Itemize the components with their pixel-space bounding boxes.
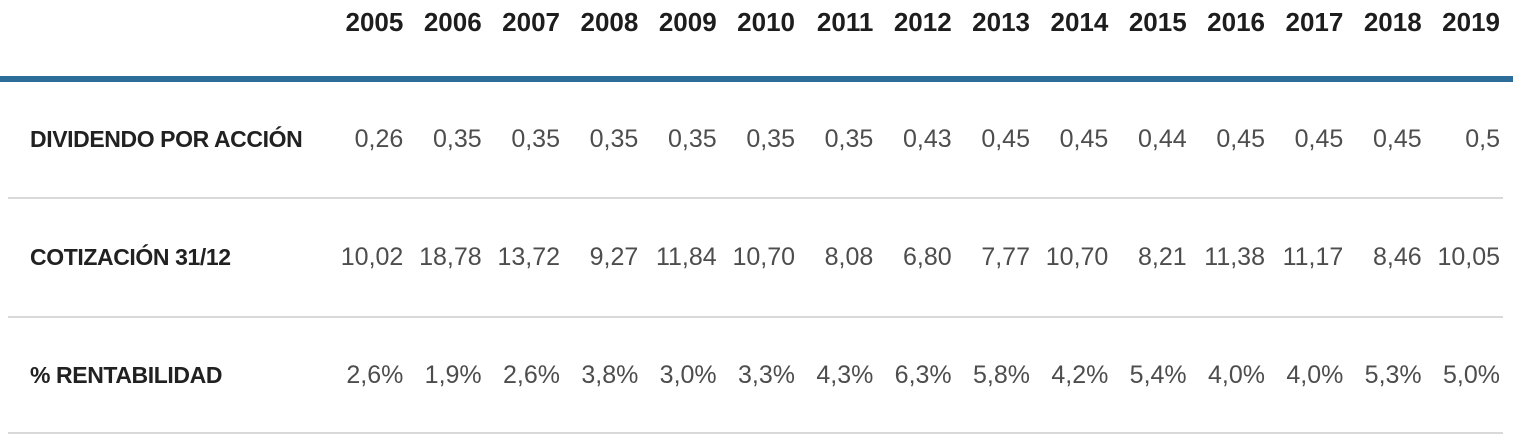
rentabilidad-value: 5,4% [1129,360,1187,389]
cotizacion-value: 8,21 [1137,243,1187,271]
year-header: 2014 [1050,7,1109,37]
cotizacion-value: 11,17 [1282,243,1344,271]
year-header: 2009 [658,7,717,37]
dividendo-value: 0,35 [824,125,874,153]
bottom-rule [8,432,1503,434]
year-header: 2010 [737,7,795,37]
dividendo-value: 0,35 [511,125,560,153]
cotizacion-value: 9,27 [589,243,639,271]
year-header: 2008 [580,7,639,37]
year-header-row: 2005 2006 2007 2008 2009 2010 2011 2012 2013 2014… [0,0,1513,76]
rentabilidad-value: 3,8% [581,360,639,389]
cotizacion-value: 10,02 [340,243,404,271]
cotizacion-value: 8,46 [1372,243,1422,271]
cotizacion-value: 6,80 [902,243,952,271]
year-header: 2013 [972,7,1030,37]
dividendo-value: 0,35 [746,125,795,153]
cotizacion-value: 11,84 [655,243,717,271]
cotizacion-value: 10,05 [1437,243,1500,271]
table-row-cotizacion: COTIZACIÓN 31/12 10,02 18,78 13,72 9,27 11,8… [0,199,1513,316]
year-header: 2017 [1285,7,1344,37]
rentabilidad-value: 3,3% [738,360,795,389]
rentabilidad-value: 5,3% [1364,360,1422,389]
cotizacion-value: 11,38 [1204,243,1265,271]
cotizacion-value: 10,70 [1045,243,1109,271]
dividendo-value: 0,44 [1137,125,1187,153]
year-header: 2005 [345,7,404,37]
table-row-dividendo: DIVIDENDO POR ACCIÓN 0,26 0,35 0,35 0,35 0,3… [0,82,1513,197]
dividendo-value: 0,45 [1294,125,1344,153]
rentabilidad-value: 4,0% [1208,360,1265,389]
year-header: 2011 [816,7,874,37]
rentabilidad-value: 1,9% [424,360,482,389]
table-row-rentabilidad: % RENTABILIDAD 2,6% 1,9% 2,6% 3,8% 3,0% 3,3% 4… [0,318,1513,432]
header-rule [0,76,1513,82]
row-divider [8,197,1503,199]
dividendo-value: 0,26 [354,125,404,153]
rentabilidad-value: 4,2% [1051,360,1109,389]
year-header: 2015 [1128,7,1187,37]
year-header: 2016 [1207,7,1265,37]
rentabilidad-value: 6,3% [894,360,952,389]
rentabilidad-value: 4,3% [816,360,874,389]
row-label-rentabilidad: % RENTABILIDAD [30,361,223,388]
dividendo-value: 0,45 [1372,125,1422,153]
row-label-cotizacion: COTIZACIÓN 31/12 [30,244,231,270]
dividendo-value: 0,45 [1059,125,1109,153]
year-header: 2007 [502,7,560,37]
dividendo-value: 0,45 [1216,125,1265,153]
row-label-dividendo: DIVIDENDO POR ACCIÓN [30,126,303,152]
dividendo-value: 0,35 [589,125,639,153]
rentabilidad-value: 5,0% [1443,360,1500,389]
year-header: 2019 [1442,7,1500,37]
cotizacion-value: 18,78 [419,243,482,271]
rentabilidad-value: 2,6% [503,360,560,389]
rentabilidad-value: 5,8% [973,360,1030,389]
cotizacion-value: 10,70 [732,243,795,271]
cotizacion-value: 8,08 [824,243,874,271]
dividendo-value: 0,45 [981,125,1030,153]
rentabilidad-value: 4,0% [1286,360,1344,389]
cotizacion-value: 7,77 [981,243,1030,271]
cotizacion-value: 13,72 [497,243,560,271]
dividendo-value: 0,5 [1465,125,1500,153]
year-header: 2018 [1363,7,1422,37]
year-header: 2012 [893,7,952,37]
year-header: 2006 [423,7,482,37]
row-divider [8,316,1503,318]
dividendo-value: 0,35 [432,125,482,153]
dividendo-value: 0,43 [902,125,952,153]
rentabilidad-value: 2,6% [346,360,404,389]
dividendo-value: 0,35 [667,125,717,153]
rentabilidad-value: 3,0% [659,360,717,389]
